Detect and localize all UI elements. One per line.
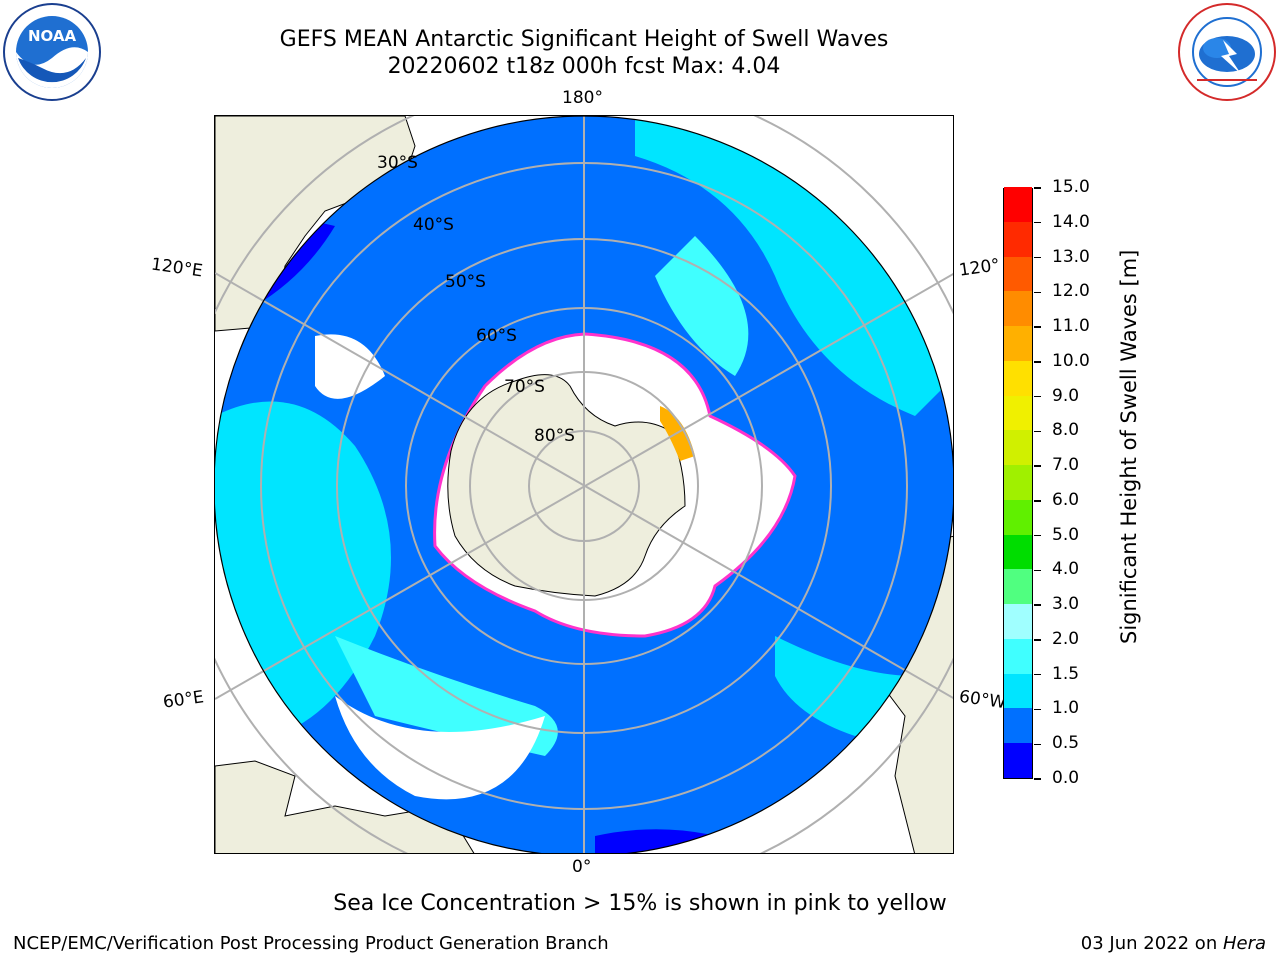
colorbar-tick-label: 11.0 [1052, 316, 1090, 337]
colorbar-tick-label: 1.0 [1052, 698, 1080, 719]
colorbar-tick-mark [1034, 291, 1041, 293]
meridian-60e-120w [215, 272, 953, 700]
colorbar-tick-mark [1034, 395, 1041, 398]
colorbar-segment [1004, 499, 1032, 535]
lon-label-120e: 120°E [149, 254, 204, 282]
colorbar-segment [1004, 395, 1032, 431]
sea-ice-note: Sea Ice Concentration > 15% is shown in … [333, 891, 947, 916]
colorbar-tick-mark [1034, 500, 1041, 502]
colorbar-segment [1004, 708, 1032, 744]
colorbar-segment [1004, 464, 1032, 500]
lat-label-60s: 60°S [476, 326, 517, 346]
colorbar-segment [1004, 290, 1032, 327]
colorbar-segment [1004, 429, 1032, 466]
chart-title: GEFS MEAN Antarctic Significant Height o… [279, 27, 889, 52]
lon-label-60w: 60°W [957, 686, 1008, 714]
lon-label-120w: 120° [957, 255, 1002, 281]
polar-map: 30°S 40°S 50°S 60°S 70°S 80°S [215, 116, 953, 853]
colorbar-tick-label: 12.0 [1052, 281, 1090, 302]
lon-label-0: 0° [572, 857, 592, 877]
colorbar-ticks: 0.0 0.5 1.0 1.5 2.0 3.0 4.0 5.0 6.0 7.0 8.0 9.0 10.0… [1034, 0, 1104, 960]
colorbar-tick-label: 14.0 [1052, 211, 1090, 232]
lat-label-80s: 80°S [534, 426, 575, 446]
colorbar-segment [1004, 534, 1032, 570]
colorbar-tick-mark [1034, 430, 1041, 433]
colorbar-tick-mark [1034, 674, 1041, 676]
colorbar-tick-mark [1034, 778, 1041, 780]
colorbar-segment [1004, 673, 1032, 709]
nws-logo-icon [1177, 2, 1277, 102]
colorbar-tick-mark [1034, 708, 1041, 711]
colorbar-tick-mark [1034, 256, 1041, 259]
colorbar-tick-label: 1.5 [1052, 663, 1080, 684]
colorbar-tick-label: 7.0 [1052, 455, 1080, 476]
svg-text:NOAA: NOAA [28, 27, 77, 45]
colorbar-tick-label: 6.0 [1052, 489, 1080, 510]
colorbar-segment [1004, 638, 1032, 674]
colorbar-segment [1004, 325, 1032, 361]
lat-label-70s: 70°S [504, 377, 545, 397]
colorbar-tick-label: 15.0 [1052, 177, 1090, 197]
colorbar-tick-label: 0.5 [1052, 733, 1080, 754]
colorbar-segment [1004, 221, 1032, 257]
footer-date: 03 Jun 2022 on Hera [1081, 933, 1266, 954]
colorbar-tick-label: 5.0 [1052, 524, 1080, 545]
lat-label-30s: 30°S [377, 153, 418, 173]
lat-label-40s: 40°S [413, 215, 454, 235]
colorbar-tick-mark [1034, 604, 1041, 606]
colorbar-segment [1004, 568, 1032, 605]
colorbar-tick-mark [1034, 222, 1041, 224]
footer-credit: NCEP/EMC/Verification Post Processing Pr… [13, 933, 609, 954]
colorbar-segment [1004, 603, 1032, 639]
colorbar-tick-label: 2.0 [1052, 628, 1080, 649]
lon-label-60e: 60°E [161, 687, 206, 713]
colorbar-tick-label: 3.0 [1052, 594, 1080, 615]
colorbar-tick-mark [1034, 465, 1041, 467]
colorbar-tick-mark [1034, 743, 1041, 745]
colorbar-tick-label: 8.0 [1052, 420, 1080, 441]
lat-label-50s: 50°S [445, 272, 486, 292]
colorbar-tick-mark [1034, 639, 1041, 641]
footer-date-text: 03 Jun 2022 on [1080, 933, 1223, 954]
colorbar-segment [1004, 360, 1032, 396]
colorbar-segment [1004, 256, 1032, 292]
colorbar-tick-label: 13.0 [1052, 246, 1090, 267]
colorbar-tick-label: 9.0 [1052, 385, 1080, 406]
map-frame: 30°S 40°S 50°S 60°S 70°S 80°S [214, 115, 954, 854]
africa-land [215, 760, 475, 853]
colorbar-tick-mark [1034, 534, 1041, 537]
chart-subtitle: 20220602 t18z 000h fcst Max: 4.04 [387, 54, 781, 79]
colorbar-tick-label: 0.0 [1052, 768, 1080, 788]
colorbar-tick-label: 4.0 [1052, 559, 1080, 580]
lon-label-180: 180° [562, 88, 603, 108]
colorbar-tick-mark [1034, 569, 1041, 572]
colorbar-tick-mark [1034, 187, 1041, 189]
colorbar-label: Significant Height of Swell Waves [m] [1117, 249, 1141, 644]
footer-host: Hera [1222, 933, 1266, 954]
antarctica-land [447, 374, 686, 597]
colorbar [1003, 186, 1033, 779]
noaa-logo-icon: NOAA [2, 2, 102, 102]
colorbar-segment [1004, 742, 1032, 778]
colorbar-segment [1004, 186, 1032, 222]
colorbar-tick-label: 10.0 [1052, 350, 1090, 371]
colorbar-tick-mark [1034, 361, 1041, 363]
colorbar-tick-mark [1034, 326, 1041, 328]
